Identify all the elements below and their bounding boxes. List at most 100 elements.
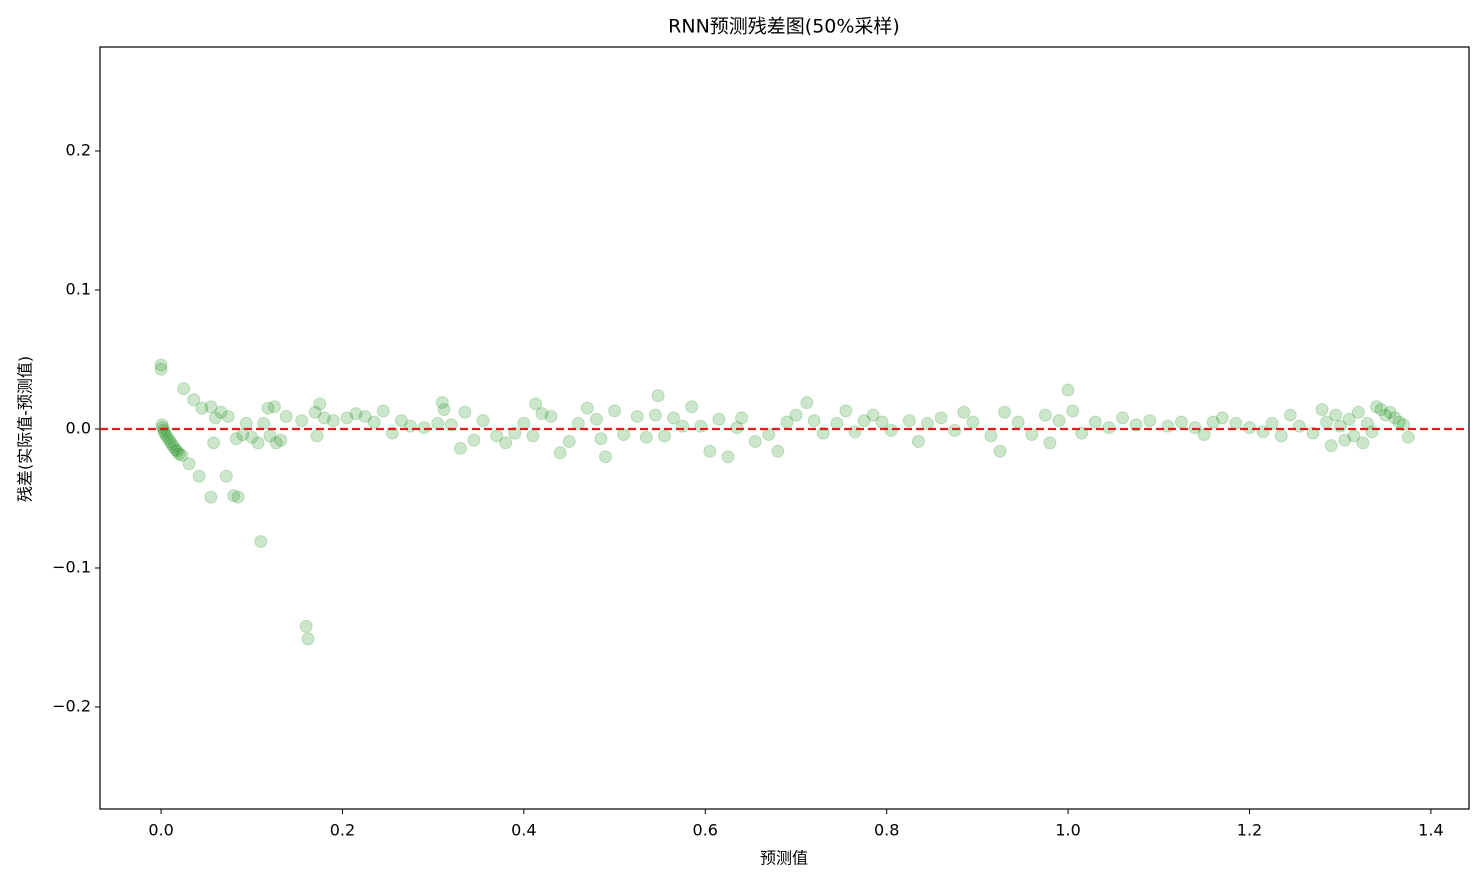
point — [313, 397, 327, 411]
point — [467, 433, 481, 447]
point — [1265, 416, 1279, 430]
point — [367, 415, 381, 429]
point — [1052, 414, 1066, 428]
point — [326, 414, 340, 428]
point — [192, 469, 206, 483]
point — [685, 400, 699, 414]
point — [1369, 400, 1383, 414]
point — [444, 418, 458, 432]
point — [508, 426, 522, 440]
point — [789, 408, 803, 422]
point — [911, 434, 925, 448]
point — [403, 419, 417, 433]
point — [762, 428, 776, 442]
point — [317, 411, 331, 425]
point — [526, 429, 540, 443]
point — [169, 443, 183, 457]
y-tick-label: −0.1 — [52, 557, 91, 576]
point — [1206, 415, 1220, 429]
y-tick-label: 0.2 — [66, 140, 91, 159]
point — [748, 434, 762, 448]
point — [175, 448, 189, 462]
point — [562, 434, 576, 448]
point — [177, 382, 191, 396]
point — [957, 405, 971, 419]
point — [172, 447, 186, 461]
point — [156, 421, 170, 435]
point — [274, 433, 288, 447]
point — [934, 411, 948, 425]
point — [1116, 411, 1130, 425]
point — [261, 401, 275, 415]
point — [1102, 421, 1116, 435]
point — [231, 490, 245, 504]
point — [349, 407, 363, 421]
point — [535, 407, 549, 421]
point — [1161, 419, 1175, 433]
point — [376, 404, 390, 418]
point — [236, 428, 250, 442]
point — [598, 450, 612, 464]
point — [1242, 421, 1256, 435]
x-tick-label: 0.8 — [874, 821, 899, 840]
point — [214, 405, 228, 419]
point — [1342, 412, 1356, 426]
point — [589, 412, 603, 426]
point — [385, 426, 399, 440]
point — [771, 444, 785, 458]
point — [431, 416, 445, 430]
point — [1397, 418, 1411, 432]
point — [301, 632, 315, 646]
point — [902, 414, 916, 428]
point — [239, 416, 253, 430]
point — [1011, 415, 1025, 429]
y-tick-label: 0.1 — [66, 279, 91, 298]
point — [219, 469, 233, 483]
point — [676, 419, 690, 433]
point — [170, 444, 184, 458]
point — [227, 489, 241, 503]
point — [594, 432, 608, 446]
point — [154, 362, 168, 376]
point — [712, 412, 726, 426]
point — [857, 414, 871, 428]
point — [1197, 428, 1211, 442]
point — [667, 411, 681, 425]
point — [1061, 383, 1075, 397]
point — [517, 416, 531, 430]
point — [1174, 415, 1188, 429]
point — [948, 423, 962, 437]
point — [161, 432, 175, 446]
point — [207, 436, 221, 450]
chart-title: RNN预测残差图(50%采样) — [668, 16, 900, 38]
point — [1188, 421, 1202, 435]
point — [453, 441, 467, 455]
point — [1215, 411, 1229, 425]
point — [257, 416, 271, 430]
point — [1374, 403, 1388, 417]
point — [229, 432, 243, 446]
point — [251, 436, 265, 450]
point — [295, 414, 309, 428]
point — [157, 423, 171, 437]
point — [1129, 418, 1143, 432]
point — [866, 408, 880, 422]
point — [299, 619, 313, 633]
point — [254, 535, 268, 549]
point — [458, 405, 472, 419]
point — [830, 416, 844, 430]
point — [993, 444, 1007, 458]
point — [1356, 436, 1370, 450]
point — [155, 418, 169, 432]
point — [1043, 436, 1057, 450]
point — [694, 419, 708, 433]
point — [1292, 419, 1306, 433]
point — [340, 411, 354, 425]
point — [657, 429, 671, 443]
point — [208, 411, 222, 425]
point — [571, 416, 585, 430]
point — [1025, 428, 1039, 442]
point — [435, 396, 449, 410]
point — [544, 409, 558, 423]
